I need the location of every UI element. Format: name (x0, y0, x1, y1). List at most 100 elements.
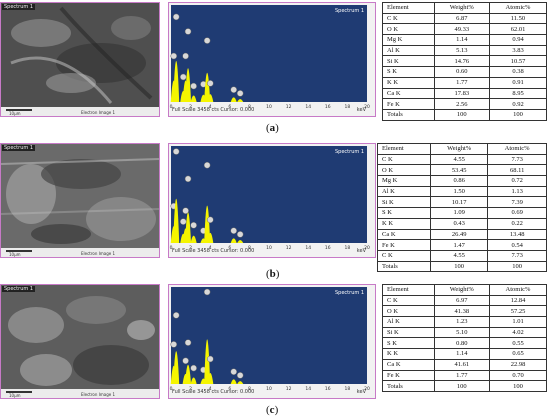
x-tick-label: 14 (305, 245, 311, 251)
table-row: Mg K 1.14 0.94 (382, 34, 547, 46)
column-header: Element (382, 284, 435, 296)
table-cell: S K (382, 66, 435, 78)
x-tick-label: 16 (325, 104, 331, 110)
table-cell: 100 (489, 380, 547, 392)
table-cell: 1.13 (487, 185, 547, 198)
x-tick-label: 20 (364, 245, 370, 251)
table-row: C K 6.97 12.84 (382, 294, 547, 307)
table-cell: 0.72 (487, 175, 547, 187)
table-cell: 100 (430, 260, 489, 273)
peak-marker-icon (203, 161, 211, 169)
table-row: Si K 14.76 10.57 (382, 55, 547, 68)
table-cell: 53.45 (430, 164, 489, 177)
table-cell: 0.54 (487, 239, 547, 251)
table-cell: 26.49 (430, 228, 489, 241)
table-cell: 1.50 (430, 185, 489, 198)
table-cell: 14.76 (433, 55, 491, 68)
scale-label: 10µm (9, 111, 21, 116)
spectrum-peak (190, 95, 197, 102)
x-tick-label: 10 (266, 245, 272, 251)
table-cell: 0.94 (489, 34, 547, 46)
table-cell: C K (376, 153, 432, 166)
table-row: Si K 10.17 7.39 (376, 196, 547, 209)
peak-marker-icon (207, 80, 214, 87)
table-cell: Si K (376, 196, 432, 209)
table-row: K K 1.14 0.65 (382, 348, 547, 360)
table-cell: 7.73 (487, 249, 547, 262)
table-row: Totals 100 100 (382, 380, 547, 392)
table-row: C K 4.55 7.73 (376, 153, 547, 166)
table-cell: Mg K (382, 34, 435, 46)
spectrum-peak (207, 232, 214, 243)
spectrum-peak (237, 240, 244, 243)
table-cell: Al K (382, 44, 435, 57)
spectrum-footer: Full Scale 3458 cts Cursor: 0.000 (172, 107, 254, 113)
sem-texture-a (1, 3, 159, 116)
peak-marker-icon (236, 90, 244, 97)
table-row: S K 1.09 0.69 (376, 207, 547, 219)
panel-c: Spectrum 1 10µm Electron Image 1 Spectru… (0, 280, 550, 419)
table-cell: 0.69 (487, 207, 547, 219)
x-tick-label: 12 (286, 386, 292, 392)
peak-marker-icon (207, 216, 214, 224)
eds-table-a: Element Weight% Atomic% C K 6.87 11.50 O K 49.3… (382, 2, 547, 121)
table-cell: 10.57 (489, 55, 547, 68)
scale-bar (6, 250, 32, 252)
x-tick-label: 20 (364, 386, 370, 392)
spectrum-peak (237, 381, 244, 384)
spectrum-peak (204, 339, 211, 384)
x-axis-unit: keV (357, 389, 367, 395)
table-cell: 1.09 (430, 207, 489, 219)
spectrum-peak (185, 212, 192, 243)
spectrum-peak (230, 97, 237, 102)
table-cell: 1.77 (433, 76, 491, 89)
table-cell: 41.38 (433, 305, 491, 318)
table-cell: 0.55 (489, 337, 547, 350)
x-tick-label: 0 (170, 245, 173, 251)
table-cell: 17.83 (433, 87, 491, 100)
image-label: Electron Image 1 (81, 392, 116, 397)
table-row: Al K 1.50 1.13 (376, 185, 547, 198)
table-cell: 41.61 (433, 358, 491, 371)
image-label: Electron Image 1 (81, 110, 116, 115)
table-row: O K 41.38 57.25 (382, 305, 547, 318)
x-tick-label: 14 (305, 104, 311, 110)
caption-a: (a) (266, 122, 279, 134)
table-cell: 0.80 (433, 337, 491, 350)
spectrum-footer: Full Scale 3458 cts Cursor: 0.000 (172, 389, 254, 395)
image-label: Electron Image 1 (81, 251, 116, 256)
spectrum-c: Spectrum 1 0 2 4 6 8 10 12 14 16 18 20 Full Scale 34… (168, 284, 376, 399)
table-cell: 3.83 (489, 44, 547, 57)
peak-marker-icon (236, 231, 244, 238)
x-tick-label: 18 (345, 386, 351, 392)
x-tick-label: 8 (248, 104, 251, 110)
table-cell: 0.65 (489, 348, 547, 360)
peak-marker-icon (190, 364, 197, 372)
spectrum-peak (230, 238, 237, 243)
peak-marker-icon (172, 13, 180, 21)
table-cell: 100 (487, 260, 547, 273)
table-cell: K K (382, 76, 435, 89)
table-cell: 0.70 (489, 369, 547, 382)
peak-marker-icon (207, 355, 214, 363)
table-row: Mg K 0.86 0.72 (376, 175, 547, 187)
table-cell: 7.39 (487, 196, 547, 209)
table-row: C K 6.87 11.50 (382, 12, 547, 25)
table-cell: 6.87 (433, 12, 491, 25)
table-cell: 2.56 (433, 98, 491, 110)
table-cell: 0.22 (487, 217, 547, 230)
x-tick-label: 12 (286, 104, 292, 110)
plot-area (171, 5, 367, 102)
x-tick-label: 10 (266, 386, 272, 392)
spectrum-chart-b: Spectrum 1 0 2 4 6 8 10 12 14 16 18 20 Full Scale 34… (170, 146, 370, 254)
table-cell: Ca K (382, 358, 435, 371)
peak-marker-icon (184, 175, 192, 183)
table-cell: 13.48 (487, 228, 547, 241)
peak-marker-icon (230, 86, 237, 93)
spectrum-peak (230, 379, 237, 384)
table-cell: 4.02 (489, 326, 547, 339)
x-axis-unit: keV (357, 248, 367, 254)
x-tick-label: 2 (189, 104, 192, 110)
table-cell: Si K (382, 55, 435, 68)
x-tick-label: 18 (345, 245, 351, 251)
